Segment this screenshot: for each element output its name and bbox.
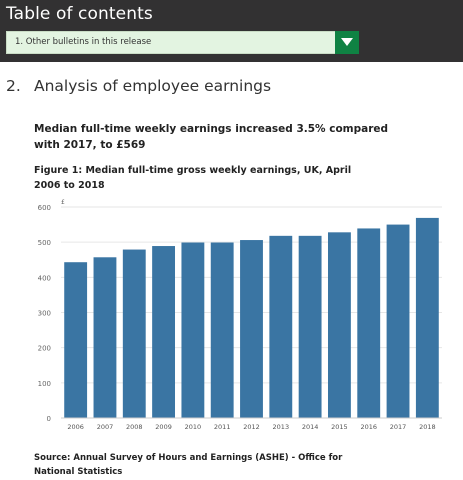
x-tick-label: 2012 [243,423,260,431]
section-title: Analysis of employee earnings [34,77,272,95]
x-tick-label: 2015 [331,423,348,431]
chart-title: Figure 1: Median full-time gross weekly … [34,165,352,191]
x-tick-label: 2017 [390,423,407,431]
bar [122,249,146,418]
toc-select-value: 1. Other bulletins in this release [15,37,152,47]
x-tick-label: 2013 [273,423,290,431]
bar-chart: 0 100 200 300 400 500 600 £2006 2007 2008 2009 2010… [38,199,442,431]
x-tick-label: 2016 [360,423,377,431]
x-tick-label: 2010 [185,423,202,431]
bar [386,224,410,418]
y-tick-label: 0 [47,415,51,423]
bar [93,257,117,418]
x-tick-label: 2006 [67,423,84,431]
y-tick-label: 400 [38,274,51,282]
table-of-contents: Table of contents 1. Other bulletins in … [0,0,463,62]
toc-title: Table of contents [6,4,153,24]
section-heading: 2. Analysis of employee earnings [6,77,271,95]
bar [64,262,88,418]
y-tick-label: 600 [38,204,51,212]
y-tick-label: 500 [38,239,51,247]
bar [152,246,176,418]
x-tick-label: 2014 [302,423,319,431]
bar [181,242,205,418]
section-number: 2. [6,77,21,95]
bar [357,228,381,418]
dropdown-button[interactable] [335,31,359,54]
bar [327,232,351,418]
chevron-down-icon [341,38,353,46]
x-tick-label: 2007 [97,423,114,431]
x-tick-label: 2009 [155,423,172,431]
toc-select[interactable]: 1. Other bulletins in this release [6,31,359,54]
y-tick-label: 200 [38,345,51,353]
x-tick-label: 2011 [214,423,231,431]
bar [415,217,439,418]
bar [240,240,263,418]
bar [269,235,293,418]
y-axis-label: £ [61,199,65,206]
bar [298,235,322,418]
y-tick-label: 300 [38,310,51,318]
x-tick-label: 2018 [419,423,436,431]
y-tick-label: 100 [38,380,51,388]
source-note: Source: Annual Survey of Hours and Earni… [34,453,343,477]
x-tick-label: 2008 [126,423,143,431]
summary-text: Median full-time weekly earnings increas… [34,123,389,151]
bar [210,242,234,418]
